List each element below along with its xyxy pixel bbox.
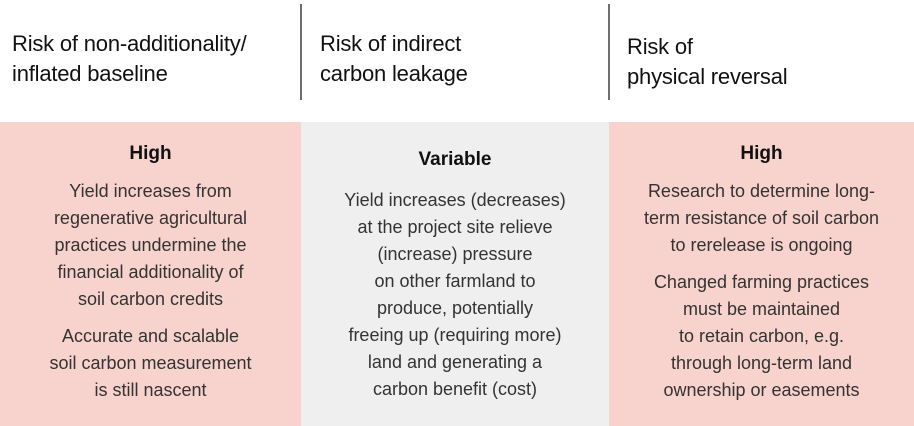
column-divider	[608, 4, 610, 100]
risk-level: High	[129, 143, 172, 164]
column-divider	[300, 4, 302, 100]
risk-description: Research to determine long- term resista…	[609, 178, 914, 259]
text-line: land and generating a	[367, 352, 543, 372]
risk-description: Accurate and scalable soil carbon measur…	[0, 323, 301, 404]
text-line: is still nascent	[94, 380, 207, 400]
text-line: Accurate and scalable	[61, 326, 240, 346]
text-line: Changed farming practices	[653, 272, 870, 292]
text-line: Research to determine long-	[647, 181, 876, 201]
risk-panel-carbon-leakage: Variable Yield increases (decreases) at …	[301, 122, 609, 426]
risk-description: Yield increases from regenerative agricu…	[0, 178, 301, 313]
text-line: through long-term land	[670, 353, 853, 373]
text-line: must be maintained	[682, 299, 841, 319]
risk-level: High	[740, 143, 783, 164]
risk-description: Changed farming practices must be mainta…	[609, 269, 914, 404]
header-line: Risk of non-additionality/	[12, 31, 247, 56]
risk-level: Variable	[418, 149, 492, 170]
text-line: regenerative agricultural	[53, 208, 248, 228]
column-header-carbon-leakage: Risk of indirect carbon leakage	[320, 0, 600, 100]
risk-panel-physical-reversal: High Research to determine long- term re…	[609, 122, 914, 426]
text-line: on other farmland to	[374, 271, 536, 291]
column-header-non-additionality: Risk of non-additionality/ inflated base…	[12, 0, 302, 100]
text-line: Yield increases (decreases)	[344, 190, 566, 210]
text-line: carbon benefit (cost)	[372, 379, 538, 399]
text-line: soil carbon credits	[77, 289, 224, 309]
text-line: ownership or easements	[663, 380, 860, 400]
text-line: at the project site relieve	[357, 217, 553, 237]
text-line: to rerelease is ongoing	[670, 235, 853, 255]
text-line: soil carbon measurement	[49, 353, 252, 373]
text-line: term resistance of soil carbon	[643, 208, 880, 228]
risk-description: Yield increases (decreases) at the proje…	[301, 187, 609, 403]
text-line: to retain carbon, e.g.	[678, 326, 845, 346]
header-line: inflated baseline	[12, 61, 168, 86]
text-line: financial additionality of	[57, 262, 244, 282]
header-line: carbon leakage	[320, 61, 468, 86]
text-line: Yield increases from	[69, 181, 232, 201]
text-line: produce, potentially	[376, 298, 534, 318]
text-line: practices undermine the	[54, 235, 247, 255]
risk-panel-non-additionality: High Yield increases from regenerative a…	[0, 122, 301, 426]
header-line: Risk of	[627, 34, 693, 59]
header-line: physical reversal	[627, 64, 788, 89]
column-header-physical-reversal: Risk of physical reversal	[627, 0, 914, 100]
text-line: (increase) pressure	[377, 244, 533, 264]
header-line: Risk of indirect	[320, 31, 462, 56]
text-line: freeing up (requiring more)	[348, 325, 562, 345]
